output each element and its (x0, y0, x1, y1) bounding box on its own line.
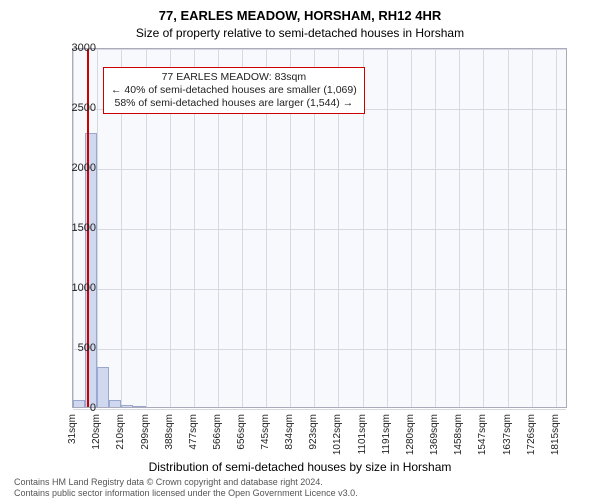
x-tick-label: 1815sqm (550, 414, 561, 455)
histogram-bar (97, 367, 109, 407)
footer-line1: Contains HM Land Registry data © Crown c… (14, 477, 358, 487)
chart-title-line1: 77, EARLES MEADOW, HORSHAM, RH12 4HR (0, 8, 600, 23)
gridline-h (73, 289, 566, 290)
info-box: 77 EARLES MEADOW: 83sqm← 40% of semi-det… (103, 67, 365, 114)
plot-area: 77 EARLES MEADOW: 83sqm← 40% of semi-det… (72, 48, 567, 408)
x-tick-label: 1726sqm (526, 414, 537, 455)
y-tick-label: 2000 (72, 162, 96, 174)
gridline-h (73, 169, 566, 170)
info-box-line1: 77 EARLES MEADOW: 83sqm (111, 71, 357, 84)
info-box-line2: ← 40% of semi-detached houses are smalle… (111, 84, 357, 97)
x-tick-label: 1012sqm (332, 414, 343, 455)
gridline-v (435, 49, 436, 407)
x-tick-label: 31sqm (67, 414, 78, 444)
x-tick-label: 210sqm (115, 414, 126, 450)
gridline-v (411, 49, 412, 407)
gridline-v (483, 49, 484, 407)
x-tick-label: 299sqm (140, 414, 151, 450)
x-tick-label: 834sqm (284, 414, 295, 450)
histogram-bar (73, 400, 85, 407)
y-tick-label: 0 (90, 402, 96, 414)
y-tick-label: 3000 (72, 42, 96, 54)
x-tick-label: 477sqm (188, 414, 199, 450)
x-tick-label: 1280sqm (405, 414, 416, 455)
x-tick-label: 1101sqm (357, 414, 368, 454)
x-tick-label: 1369sqm (429, 414, 440, 455)
gridline-v (556, 49, 557, 407)
x-tick-label: 120sqm (91, 414, 102, 450)
gridline-h (73, 49, 566, 50)
x-tick-label: 566sqm (212, 414, 223, 450)
gridline-h (73, 409, 566, 410)
x-tick-label: 1637sqm (502, 414, 513, 455)
x-tick-label: 1191sqm (381, 414, 392, 454)
histogram-bar (109, 400, 121, 407)
chart-title-line2: Size of property relative to semi-detach… (0, 26, 600, 40)
x-axis-title: Distribution of semi-detached houses by … (0, 460, 600, 474)
y-tick-label: 2500 (72, 102, 96, 114)
gridline-v (387, 49, 388, 407)
histogram-bar (121, 405, 133, 407)
chart-container: 77, EARLES MEADOW, HORSHAM, RH12 4HR Siz… (0, 0, 600, 500)
x-tick-label: 923sqm (308, 414, 319, 450)
gridline-h (73, 349, 566, 350)
gridline-v (532, 49, 533, 407)
y-tick-label: 1500 (72, 222, 96, 234)
gridline-h (73, 229, 566, 230)
y-tick-label: 500 (78, 342, 96, 354)
x-tick-label: 1547sqm (477, 414, 488, 455)
x-tick-label: 1458sqm (453, 414, 464, 455)
x-tick-label: 656sqm (236, 414, 247, 450)
footer-attribution: Contains HM Land Registry data © Crown c… (14, 477, 358, 498)
info-box-line3: 58% of semi-detached houses are larger (… (111, 97, 357, 110)
footer-line2: Contains public sector information licen… (14, 488, 358, 498)
gridline-v (97, 49, 98, 407)
x-tick-label: 745sqm (260, 414, 271, 450)
gridline-v (459, 49, 460, 407)
gridline-v (508, 49, 509, 407)
histogram-bar (133, 406, 145, 407)
x-tick-label: 388sqm (164, 414, 175, 450)
y-tick-label: 1000 (72, 282, 96, 294)
